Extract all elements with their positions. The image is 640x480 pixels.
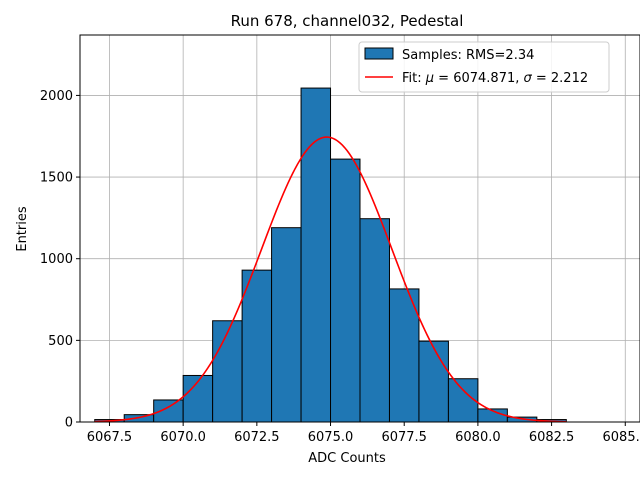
histogram-bar	[241, 269, 273, 423]
legend-box	[358, 41, 610, 93]
x-axis-ticks: 6067.5 6070.0 6072.5 6075.0 6077.5 6080.0 6082…	[87, 422, 640, 445]
histogram-bar	[418, 340, 449, 423]
histogram-bar	[330, 158, 361, 423]
histogram-bar	[182, 374, 214, 423]
x-tick-label: 6082.5	[529, 430, 575, 445]
histogram-bars	[94, 87, 567, 423]
histogram-bar	[271, 227, 302, 423]
histogram-bar	[153, 399, 184, 423]
histogram-bar	[212, 320, 243, 423]
x-tick-label: 6070.0	[160, 430, 206, 445]
legend: Samples: RMS=2.34 Fit: μ = 6074.871, σ =…	[358, 41, 610, 93]
histogram-bar	[300, 87, 332, 423]
x-tick-label: 6085.0	[603, 430, 640, 445]
histogram-bar	[447, 378, 479, 423]
x-tick-label: 6080.0	[455, 430, 501, 445]
legend-fit-label: Fit: μ = 6074.871, σ = 2.212	[402, 71, 588, 86]
plot-frame	[79, 34, 640, 423]
x-tick-label: 6077.5	[381, 430, 427, 445]
x-tick-label: 6075.0	[308, 430, 354, 445]
y-tick-label: 2000	[40, 89, 73, 104]
y-axis-ticks: 0 500 1000 1500 2000	[40, 89, 80, 431]
histogram-bar	[359, 218, 390, 423]
y-tick-label: 1000	[40, 252, 73, 267]
chart-title: Run 678, channel032, Pedestal	[231, 12, 464, 30]
x-axis-label: ADC Counts	[308, 451, 386, 466]
legend-histogram-swatch	[364, 47, 394, 60]
y-tick-label: 500	[48, 334, 73, 349]
y-tick-label: 0	[65, 416, 73, 431]
y-axis-label: Entries	[15, 206, 30, 252]
x-tick-label: 6072.5	[234, 430, 280, 445]
legend-histogram-label: Samples: RMS=2.34	[402, 48, 534, 63]
x-tick-label: 6067.5	[87, 430, 133, 445]
y-tick-label: 1500	[40, 171, 73, 186]
fit-curve	[94, 136, 567, 423]
